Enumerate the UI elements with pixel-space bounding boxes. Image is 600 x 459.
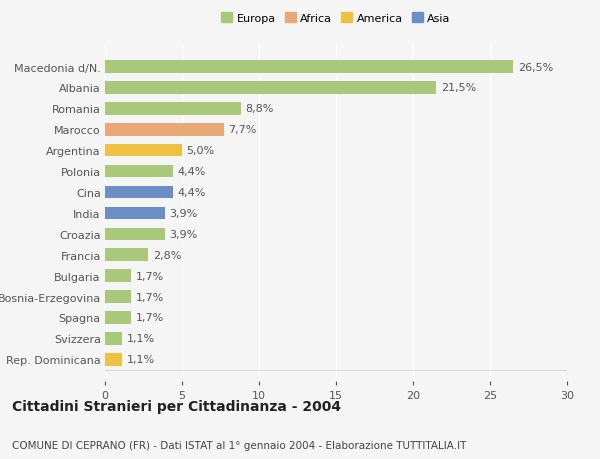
Bar <box>105 312 131 324</box>
Text: 1,1%: 1,1% <box>127 354 155 364</box>
Text: 21,5%: 21,5% <box>441 83 476 93</box>
Text: 2,8%: 2,8% <box>153 250 181 260</box>
Text: 4,4%: 4,4% <box>178 188 206 197</box>
Text: 1,7%: 1,7% <box>136 313 164 323</box>
Text: 4,4%: 4,4% <box>178 167 206 177</box>
Bar <box>105 249 148 262</box>
Text: 1,7%: 1,7% <box>136 292 164 302</box>
Bar <box>105 186 173 199</box>
Bar <box>105 332 122 345</box>
Bar <box>105 353 122 366</box>
Bar <box>105 124 224 136</box>
Bar <box>105 165 173 178</box>
Text: 7,7%: 7,7% <box>228 125 257 135</box>
Bar <box>105 82 436 95</box>
Bar <box>105 103 241 115</box>
Text: COMUNE DI CEPRANO (FR) - Dati ISTAT al 1° gennaio 2004 - Elaborazione TUTTITALIA: COMUNE DI CEPRANO (FR) - Dati ISTAT al 1… <box>12 440 466 450</box>
Text: 5,0%: 5,0% <box>187 146 215 156</box>
Text: 1,7%: 1,7% <box>136 271 164 281</box>
Bar <box>105 207 165 220</box>
Text: 3,9%: 3,9% <box>170 230 198 239</box>
Text: Cittadini Stranieri per Cittadinanza - 2004: Cittadini Stranieri per Cittadinanza - 2… <box>12 399 341 413</box>
Text: 26,5%: 26,5% <box>518 62 553 73</box>
Bar <box>105 270 131 282</box>
Text: 1,1%: 1,1% <box>127 334 155 344</box>
Bar <box>105 61 513 73</box>
Bar <box>105 145 182 157</box>
Text: 3,9%: 3,9% <box>170 208 198 218</box>
Text: 8,8%: 8,8% <box>245 104 274 114</box>
Bar <box>105 291 131 303</box>
Bar <box>105 228 165 241</box>
Legend: Europa, Africa, America, Asia: Europa, Africa, America, Asia <box>219 11 453 26</box>
